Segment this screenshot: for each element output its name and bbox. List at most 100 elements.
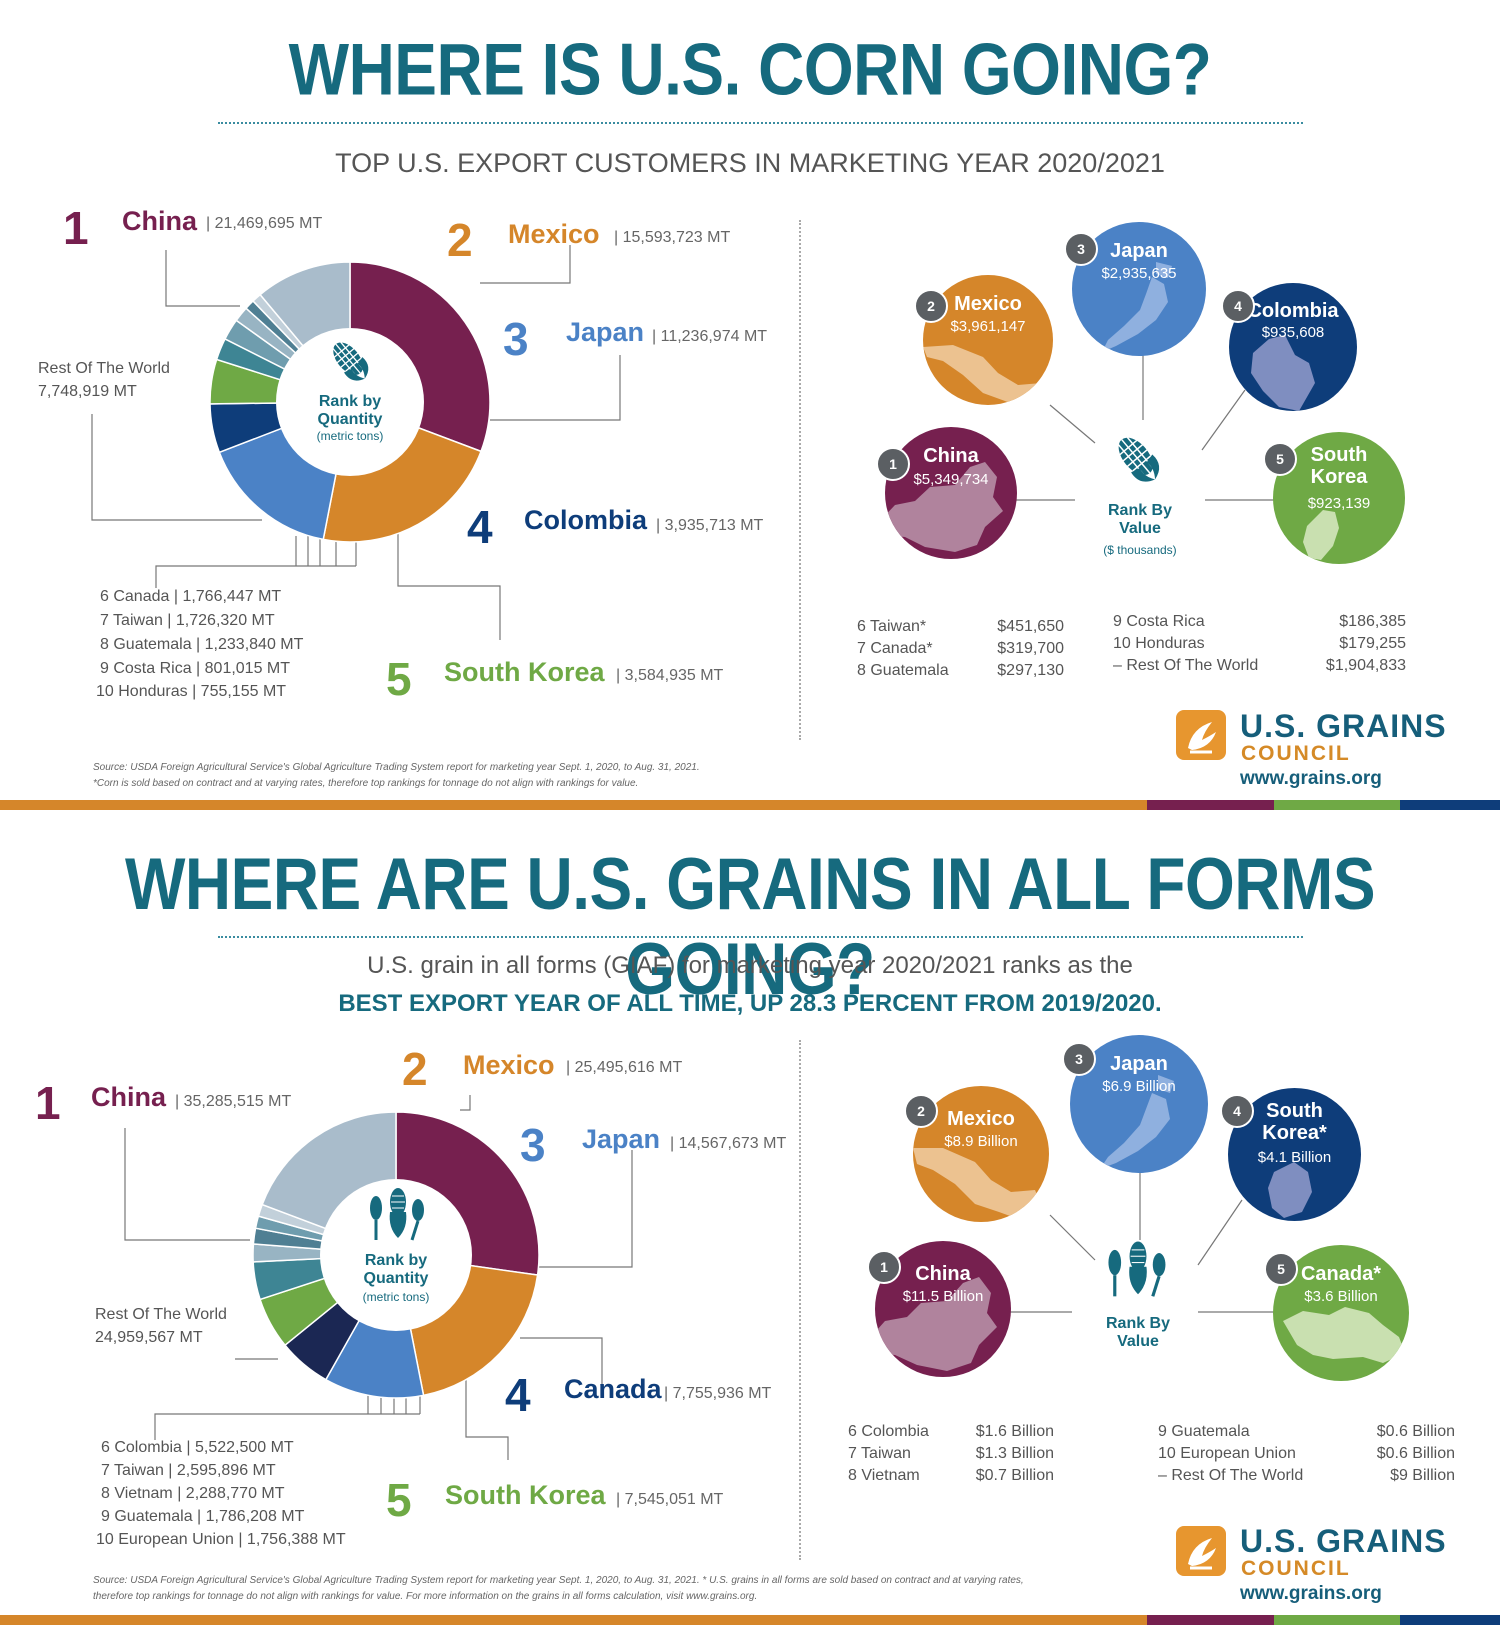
bubble-name: China <box>915 1263 971 1285</box>
grains-icon <box>1108 1241 1166 1297</box>
bubble-name: Mexico <box>954 293 1022 315</box>
rank-1-value: | 21,469,695 MT <box>206 215 323 232</box>
rank-5-value: | 7,545,051 MT <box>616 1491 724 1508</box>
bubble-value: $8.9 Billion <box>944 1133 1018 1150</box>
source-line-2: *Corn is sold based on contract and at v… <box>93 777 639 789</box>
bubble-value: $6.9 Billion <box>1102 1078 1176 1095</box>
value-center-units: ($ thousands) <box>1103 543 1177 557</box>
rank-2-value: | 15,593,723 MT <box>614 229 731 246</box>
source-line-2: therefore top rankings for tonnage do no… <box>93 1590 758 1602</box>
list-item-value: $1.6 Billion <box>975 1423 1054 1440</box>
rank-1-name: China <box>91 1082 167 1112</box>
list-item-value: $179,255 <box>1339 635 1406 652</box>
rank-1-value: | 35,285,515 MT <box>175 1093 292 1110</box>
center-line-1: Rank by <box>364 1252 428 1269</box>
rank-badge: 2 <box>914 289 948 323</box>
list-item-value: $0.7 Billion <box>975 1467 1054 1484</box>
list-item-value: $0.6 Billion <box>1376 1445 1455 1462</box>
value-center-label: Rank By Value <box>1080 502 1200 537</box>
rest-label-value: 7,748,919 MT <box>38 383 137 401</box>
grains-logo-icon <box>1176 710 1226 760</box>
list-item: 8 Guatemala | 1,233,840 MT <box>100 636 304 653</box>
list-item: 8 Vietnam <box>848 1467 920 1484</box>
south-korea-map-icon <box>1303 510 1339 560</box>
title-divider <box>218 936 1303 938</box>
logo-line-1: U.S. GRAINS <box>1240 708 1447 744</box>
rank-badge: 3 <box>1064 232 1098 266</box>
bubble-value: $11.5 Billion <box>902 1288 984 1305</box>
colombia-map-icon <box>1251 335 1315 411</box>
rank-1-name: China <box>122 206 198 236</box>
value-bubble-china: China $5,349,734 <box>885 427 1017 559</box>
bubble-value: $2,935,635 <box>1101 265 1177 282</box>
rank-3-name: Japan <box>566 317 645 347</box>
rest-label-text: Rest Of The World <box>38 360 170 377</box>
rank-badge: 1 <box>876 447 910 481</box>
japan-map-icon <box>1102 262 1172 352</box>
bubble-value: $5,349,734 <box>913 471 989 488</box>
center-line-1: Rank By <box>1107 502 1173 519</box>
rank-5-name: South Korea <box>444 657 605 687</box>
rank-badge: 2 <box>904 1094 938 1128</box>
source-note: Source: USDA Foreign Agricultural Servic… <box>93 760 700 791</box>
quantity-center-label: Rank by Quantity <box>336 1252 456 1287</box>
rank-5-number: 5 <box>386 653 412 705</box>
rank-4-name: Colombia <box>524 505 648 535</box>
list-item-value: $9 Billion <box>1390 1467 1455 1484</box>
rank-3-number: 3 <box>520 1119 546 1171</box>
list-item-value: $319,700 <box>997 640 1064 657</box>
list-item: 10 Honduras <box>1113 635 1205 652</box>
list-item-value: $186,385 <box>1339 613 1406 630</box>
corn-title: WHERE IS U.S. CORN GOING? <box>288 27 1212 111</box>
rank-1-number: 1 <box>63 202 89 254</box>
center-line-2: Value <box>1117 1332 1159 1350</box>
list-item-value: $297,130 <box>997 662 1064 679</box>
grains-logo-icon <box>1176 1526 1226 1576</box>
title-divider <box>218 122 1303 124</box>
rank-badge: 1 <box>867 1250 901 1284</box>
list-item: 7 Taiwan | 1,726,320 MT <box>100 612 275 629</box>
center-line-2: Quantity <box>317 410 383 428</box>
china-map-icon <box>875 1277 997 1371</box>
list-item: 6 Colombia <box>848 1423 929 1440</box>
rank-2-value: | 25,495,616 MT <box>566 1059 683 1076</box>
rank-4-name: Canada <box>564 1374 662 1404</box>
mexico-map-icon <box>913 1148 1041 1220</box>
list-item-value: $1,904,833 <box>1325 657 1406 674</box>
rank-3-value: | 11,236,974 MT <box>652 328 768 345</box>
rank-2-name: Mexico <box>508 219 600 249</box>
list-item-value: $1.3 Billion <box>975 1445 1054 1462</box>
grains-title: WHERE ARE U.S. GRAINS IN ALL FORMS GOING… <box>125 842 1376 1010</box>
bubble-name: Japan <box>1110 1053 1168 1075</box>
bubble-value: $923,139 <box>1307 495 1371 512</box>
rank-3-number: 3 <box>503 313 529 365</box>
rest-of-world-label: Rest Of The World 24,959,567 MT <box>95 1303 227 1349</box>
center-line-2: Quantity <box>363 1269 429 1287</box>
rank-badge: 4 <box>1220 1094 1254 1128</box>
list-item: – Rest Of The World <box>1113 657 1259 674</box>
rest-label-value: 24,959,567 MT <box>95 1329 203 1347</box>
list-item: – Rest Of The World <box>1158 1467 1304 1484</box>
japan-map-icon <box>1100 1075 1174 1169</box>
rest-of-world-label: Rest Of The World 7,748,919 MT <box>38 357 170 403</box>
source-line-1: Source: USDA Foreign Agricultural Servic… <box>93 762 700 773</box>
rank-1-number: 1 <box>35 1077 61 1129</box>
rank-2-number: 2 <box>402 1043 428 1095</box>
list-item: 9 Costa Rica <box>1113 613 1205 630</box>
bubble-name: Mexico <box>947 1108 1015 1130</box>
rank-4-value: | 7,755,936 MT <box>664 1385 772 1402</box>
list-item: 6 Canada | 1,766,447 MT <box>100 588 282 605</box>
grains-subtitle-line-1: U.S. grain in all forms (GIAF) for marke… <box>367 952 1133 979</box>
rank-3-name: Japan <box>582 1124 661 1154</box>
mexico-map-icon <box>923 345 1045 405</box>
bubble-name: South Korea* <box>1262 1100 1327 1144</box>
rank-5-number: 5 <box>386 1474 412 1526</box>
bubble-name: Japan <box>1110 240 1168 262</box>
bubble-name: Colombia <box>1247 300 1339 322</box>
value-bubble-japan: Japan $2,935,635 <box>1072 222 1206 356</box>
south-korea-map-icon <box>1268 1162 1312 1218</box>
quantity-center-label: Rank by Quantity <box>290 393 410 428</box>
corn-subtitle: TOP U.S. EXPORT CUSTOMERS IN MARKETING Y… <box>335 148 1165 178</box>
list-item: 7 Taiwan | 2,595,896 MT <box>101 1462 276 1479</box>
